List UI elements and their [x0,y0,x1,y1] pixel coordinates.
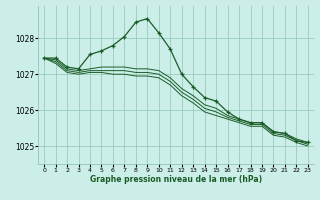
X-axis label: Graphe pression niveau de la mer (hPa): Graphe pression niveau de la mer (hPa) [90,175,262,184]
